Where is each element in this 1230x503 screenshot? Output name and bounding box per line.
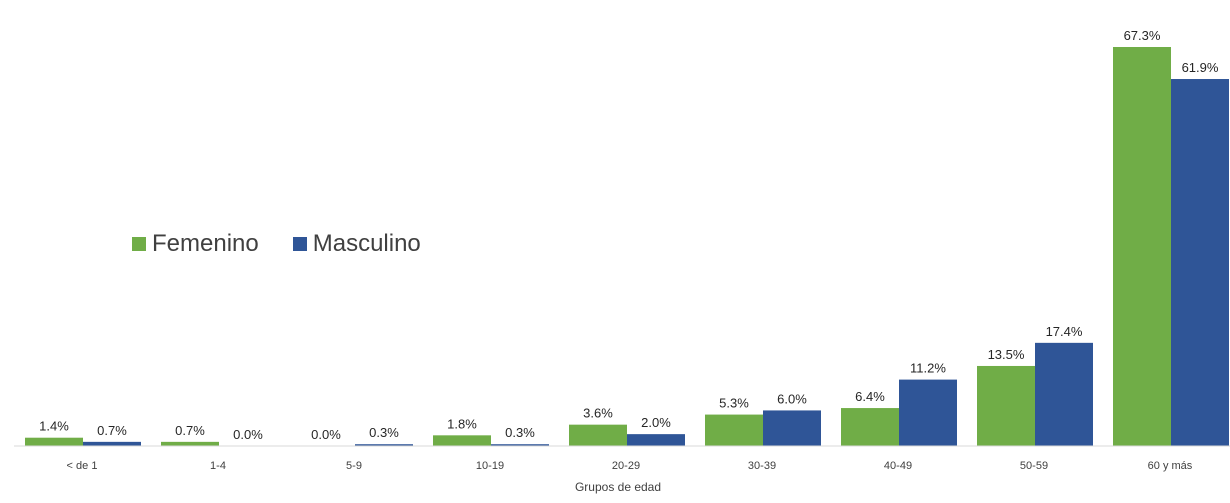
x-tick-label-40-49: 40-49 [884,460,912,472]
bar-masculino-40-49 [899,379,957,446]
data-label-femenino-5-9: 0.0% [311,427,341,442]
x-tick-label-5-9: 5-9 [346,460,362,472]
bar-femenino-40-49 [841,408,899,446]
data-label-masculino-40-49: 11.2% [910,361,946,376]
legend-swatch-masculino [292,237,307,251]
x-tick-label-1-4: 1-4 [210,460,226,472]
bar-masculino-60-y-m-s [1171,79,1229,446]
data-label-femenino-de-1: 1.4% [39,419,69,434]
x-tick-label-50-59: 50-59 [1020,460,1048,472]
data-label-masculino-60-y-m-s: 61.9% [1182,60,1219,75]
bar-masculino-30-39 [763,410,821,446]
data-label-masculino-20-29: 2.0% [641,415,671,430]
legend-item-masculino: Masculino [292,230,421,258]
bar-femenino-20-29 [569,424,627,446]
data-label-femenino-20-29: 3.6% [583,406,613,421]
bar-masculino-50-59 [1035,342,1093,446]
data-label-femenino-10-19: 1.8% [447,416,477,431]
x-axis-title: Grupos de edad [575,480,661,494]
data-label-masculino-50-59: 17.4% [1046,324,1083,339]
x-tick-label-30-39: 30-39 [748,460,776,472]
bar-femenino-30-39 [705,414,763,446]
bar-femenino-10-19 [433,435,491,446]
bar-femenino-1-4 [161,441,219,446]
data-label-femenino-50-59: 13.5% [988,347,1025,362]
bar-femenino-50-59 [977,365,1035,446]
bars-group [25,47,1229,446]
x-tick-labels-group: < de 1 1-4 5-9 10-19 20-29 30-39 40-49 50-59 60 … [67,460,1193,472]
data-labels-group: 1.4% 0.7% 0.7% 0.0% 0.0% 0.3% 1.8% 0.3% 3.6% 2.0%… [39,28,1219,442]
legend: Femenino Masculino [132,230,421,258]
data-label-femenino-60-y-m-s: 67.3% [1124,28,1161,43]
bar-femenino-de-1 [25,437,83,446]
data-label-masculino-30-39: 6.0% [777,391,807,406]
legend-label-masculino: Masculino [312,230,421,257]
data-label-femenino-40-49: 6.4% [855,389,885,404]
bar-masculino-de-1 [83,441,141,446]
data-label-masculino-1-4: 0.0% [233,427,263,442]
data-label-masculino-10-19: 0.3% [505,425,535,440]
bar-masculino-5-9 [355,444,413,446]
data-label-femenino-30-39: 5.3% [719,396,749,411]
legend-label-femenino: Femenino [152,230,259,257]
x-tick-label-10-19: 10-19 [476,460,504,472]
x-tick-label-60-y-m-s: 60 y más [1148,460,1193,472]
bar-masculino-10-19 [491,444,549,446]
legend-item-femenino: Femenino [132,230,259,258]
bar-masculino-20-29 [627,434,685,446]
bar-femenino-60-y-m-s [1113,47,1171,446]
x-tick-label-de-1: < de 1 [67,460,98,472]
data-label-masculino-5-9: 0.3% [369,425,399,440]
x-tick-label-20-29: 20-29 [612,460,640,472]
data-label-femenino-1-4: 0.7% [175,423,205,438]
data-label-masculino-de-1: 0.7% [97,423,127,438]
legend-swatch-femenino [132,237,146,251]
